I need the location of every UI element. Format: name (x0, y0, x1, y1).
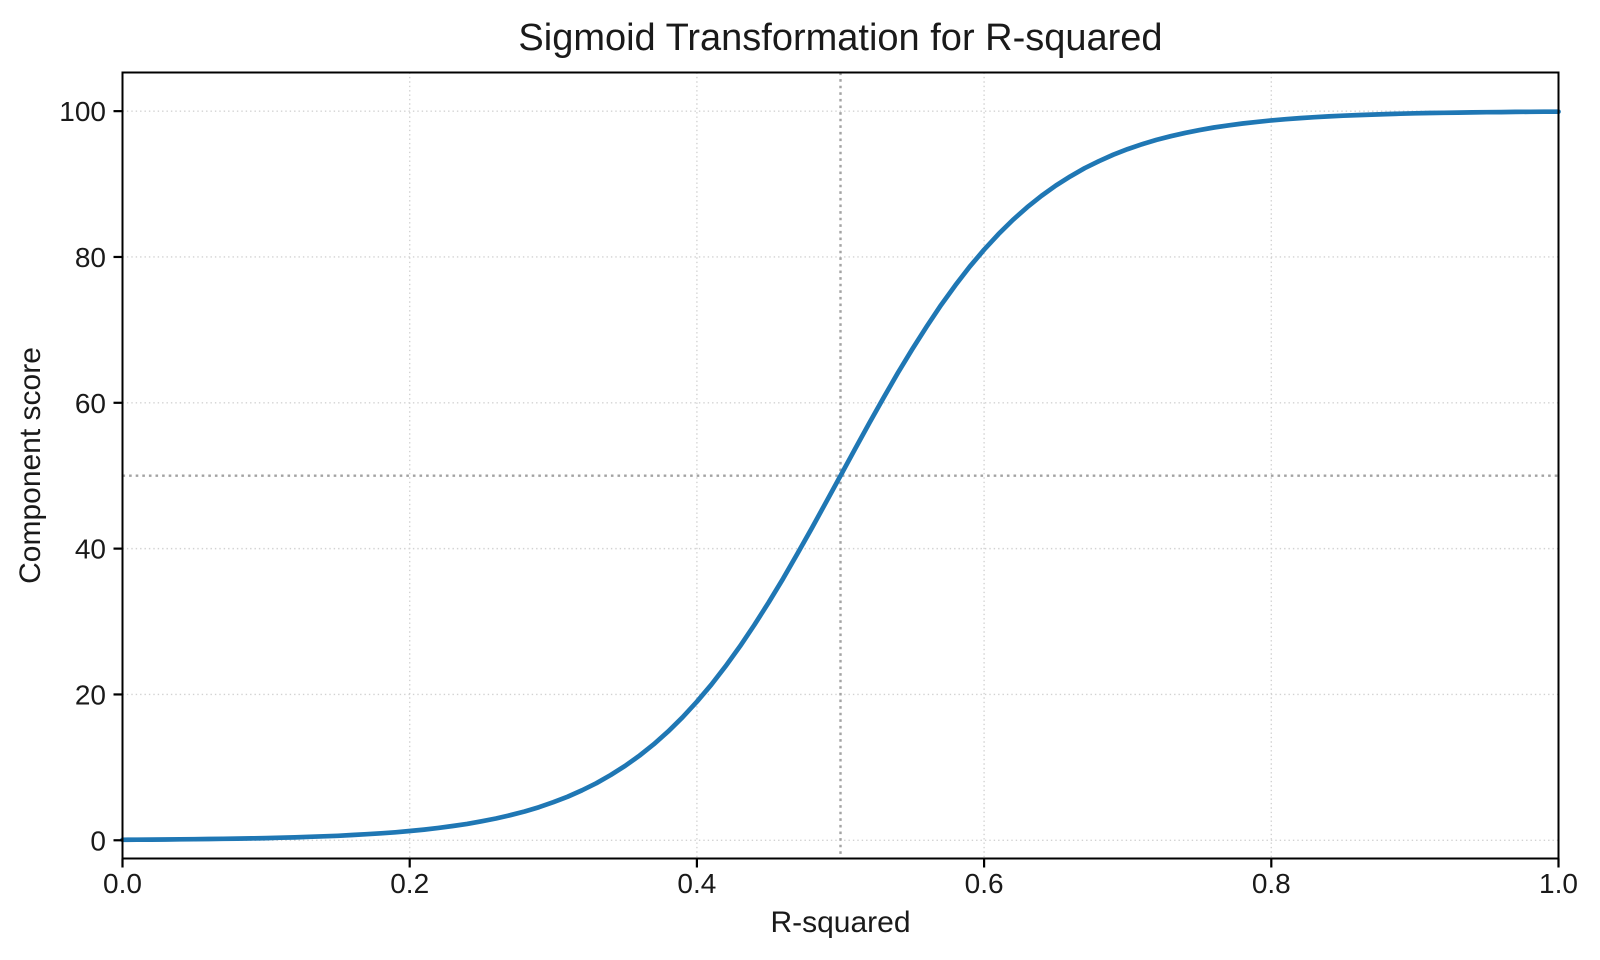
y-axis-label: Component score (14, 347, 47, 584)
x-tick-label: 0.8 (1252, 868, 1291, 899)
x-tick-label: 0.6 (965, 868, 1004, 899)
x-tick-label: 0.0 (103, 868, 142, 899)
plot-border (121, 71, 1560, 860)
y-tick-label: 60 (75, 388, 106, 419)
reference-lines (122, 72, 1559, 859)
y-tick-label: 0 (90, 825, 106, 856)
y-tick-label: 80 (75, 242, 106, 273)
sigmoid-line (120, 109, 1561, 843)
y-tick-label: 40 (75, 534, 106, 565)
y-tick-label: 100 (59, 96, 106, 127)
x-tick-label: 0.4 (677, 868, 716, 899)
sigmoid-curve (120, 109, 1561, 843)
axis-ticks: 0.0 0.2 0.4 0.6 0.8 1.0 0 20 40 60 80 100 (59, 96, 1578, 899)
chart-title: Sigmoid Transformation for R-squared (518, 17, 1162, 59)
x-tick-label: 0.2 (390, 868, 429, 899)
x-tick-label: 1.0 (1539, 868, 1578, 899)
x-axis-label: R-squared (770, 906, 910, 939)
y-tick-label: 20 (75, 679, 106, 710)
axes-box (121, 71, 1560, 860)
